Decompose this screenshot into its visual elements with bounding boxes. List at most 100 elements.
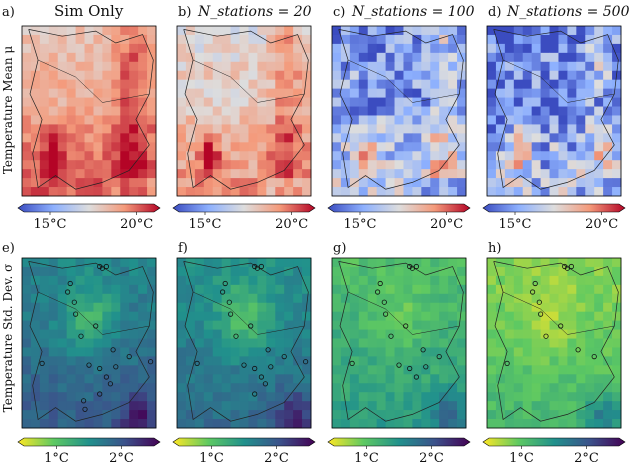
heat-cell xyxy=(39,88,50,98)
heat-cell xyxy=(129,178,139,188)
country-border xyxy=(183,261,309,422)
heat-cell xyxy=(332,79,342,90)
country-border xyxy=(338,29,464,190)
heat-cell xyxy=(129,124,139,134)
heat-cell xyxy=(284,410,294,420)
heat-cell xyxy=(603,383,613,393)
heat-cell xyxy=(549,320,559,330)
heat-cell xyxy=(439,266,449,277)
heat-cell xyxy=(30,142,41,152)
heat-cell xyxy=(102,419,112,429)
heat-cell xyxy=(522,293,533,304)
heat-cell xyxy=(585,160,595,170)
heat-cell xyxy=(129,79,139,90)
heat-cell xyxy=(111,383,121,393)
heat-cell xyxy=(332,88,342,98)
heat-cell xyxy=(549,178,559,188)
heat-cell xyxy=(212,97,223,107)
heat-cell xyxy=(30,383,41,393)
heat-cell xyxy=(102,320,112,330)
station-marker xyxy=(543,333,549,339)
heat-cell xyxy=(284,275,294,286)
heat-cell xyxy=(376,142,386,152)
heat-cell xyxy=(549,88,559,98)
heat-cell xyxy=(302,52,312,63)
heat-cell xyxy=(340,329,351,339)
heat-cell xyxy=(531,293,541,304)
heat-cell xyxy=(349,115,360,125)
heat-cell xyxy=(257,34,267,45)
heat-cell xyxy=(567,61,577,72)
heat-cell xyxy=(230,43,240,54)
heat-cell xyxy=(293,356,303,366)
heat-cell xyxy=(120,115,130,125)
heat-cell xyxy=(531,34,541,45)
heat-cell xyxy=(540,169,550,179)
heat-cell xyxy=(612,392,622,402)
heat-cell xyxy=(385,70,395,81)
heat-cell xyxy=(248,383,258,393)
heat-cell xyxy=(248,142,258,152)
heat-cell xyxy=(358,52,369,63)
colorbar-tick-label: 20°C xyxy=(585,217,618,232)
heat-cell xyxy=(248,97,258,107)
heat-cell xyxy=(129,169,139,179)
colorbar-tick-label: 1°C xyxy=(509,451,534,466)
heat-cell xyxy=(439,34,449,45)
heat-cell xyxy=(93,70,103,81)
heat-cell xyxy=(504,311,515,322)
heat-cell xyxy=(93,151,103,161)
heat-cell xyxy=(332,266,342,277)
heat-cell xyxy=(266,97,276,107)
heat-cell xyxy=(138,392,148,402)
heat-cell xyxy=(340,133,351,143)
heat-cell xyxy=(22,374,32,384)
heat-cell xyxy=(39,293,50,304)
heat-cell xyxy=(57,311,68,322)
region-border xyxy=(347,59,460,103)
heat-cell xyxy=(84,124,94,134)
heat-cell xyxy=(612,178,622,188)
heat-cell xyxy=(257,106,267,116)
heat-cell xyxy=(84,311,94,322)
heat-cell xyxy=(48,151,59,161)
heat-cell xyxy=(522,383,533,393)
heat-cell xyxy=(57,338,68,348)
heat-cell xyxy=(567,374,577,384)
heat-cell xyxy=(558,275,568,286)
heat-cell xyxy=(367,142,378,152)
heat-cell xyxy=(212,365,223,375)
heat-cell xyxy=(57,356,68,366)
heat-cell xyxy=(421,52,431,63)
heat-cell xyxy=(84,88,94,98)
heat-cell xyxy=(612,52,622,63)
heat-cell xyxy=(57,347,68,357)
heat-cell xyxy=(84,258,94,268)
heat-cell xyxy=(120,142,130,152)
heat-cell xyxy=(332,70,342,81)
row-label-std: Temperature Std. Dev. σ xyxy=(1,264,15,413)
heat-cell xyxy=(340,70,351,81)
station-marker xyxy=(268,364,274,370)
heat-cell xyxy=(495,106,506,116)
heat-cell xyxy=(549,34,559,45)
heat-cell xyxy=(212,79,223,90)
heat-cell xyxy=(612,97,622,107)
heat-cell xyxy=(275,160,285,170)
station-marker xyxy=(377,280,383,287)
heat-cell xyxy=(504,293,515,304)
heat-cell xyxy=(257,142,267,152)
heat-cell xyxy=(612,275,622,286)
heat-cell xyxy=(340,266,351,277)
heat-cell xyxy=(603,329,613,339)
heat-cell xyxy=(212,115,223,125)
heat-cell xyxy=(93,124,103,134)
heat-cell xyxy=(66,311,76,322)
heat-cell xyxy=(185,106,196,116)
heat-cell xyxy=(340,43,351,54)
heat-cell xyxy=(439,347,449,357)
heat-cell xyxy=(448,419,458,429)
heat-cell xyxy=(487,79,497,90)
heat-cell xyxy=(177,347,187,357)
heat-cell xyxy=(576,26,586,36)
